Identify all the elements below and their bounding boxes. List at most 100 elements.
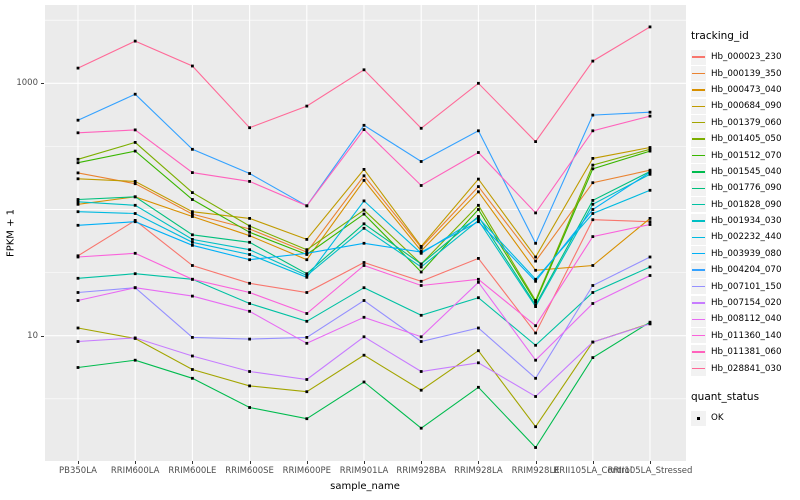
data-point: [76, 255, 80, 259]
data-point: [133, 128, 137, 132]
data-point: [591, 340, 595, 344]
data-point: [248, 302, 251, 305]
data-point: [419, 250, 423, 254]
data-point: [534, 376, 537, 380]
data-point: [362, 286, 366, 290]
y-tick-label: 10: [27, 330, 38, 341]
legend-key-swatch: [691, 311, 706, 327]
legend-key-swatch: [691, 164, 706, 180]
data-point: [648, 25, 652, 29]
data-point: [591, 284, 595, 287]
data-point: [419, 245, 423, 248]
legend-key-swatch: [691, 328, 706, 344]
data-point: [76, 200, 80, 204]
data-point: [477, 326, 480, 330]
data-point: [248, 309, 251, 313]
data-point: [534, 299, 537, 302]
data-point: [248, 180, 251, 183]
legend-key-swatch: [691, 361, 706, 377]
legend-item-Hb_000684_090: Hb_000684_090: [691, 98, 799, 114]
x-tick-mark: [535, 461, 537, 464]
data-point: [76, 223, 80, 227]
data-point: [248, 370, 251, 373]
legend-item-Hb_001545_040: Hb_001545_040: [691, 164, 799, 180]
data-point: [534, 303, 537, 307]
data-point: [362, 212, 366, 216]
legend-key-line: [692, 89, 705, 91]
data-point: [477, 277, 480, 281]
legend-key-swatch: [691, 279, 706, 295]
legend-key-swatch: [691, 180, 706, 196]
x-tick-label: RRIM928LA: [454, 466, 503, 476]
data-point: [534, 241, 537, 245]
legend-item-Hb_000023_230: Hb_000023_230: [691, 49, 799, 65]
y-tick-mark: [41, 83, 44, 85]
legend-key-line: [692, 285, 705, 288]
data-point: [191, 277, 194, 281]
data-point: [648, 110, 652, 114]
data-point: [591, 208, 595, 211]
data-point: [133, 39, 137, 43]
data-point: [648, 217, 652, 220]
data-point: [648, 172, 652, 176]
x-tick-label: RRIM600LE: [168, 466, 217, 476]
legend-key-swatch: [691, 246, 706, 262]
data-point: [591, 157, 595, 160]
data-point: [648, 114, 652, 118]
data-point: [248, 230, 251, 234]
legend-item-label: Hb_001405_050: [711, 134, 782, 145]
x-tick-mark: [306, 461, 308, 464]
data-point: [76, 366, 80, 369]
x-tick-label: RRIM600LA: [110, 466, 160, 476]
data-point: [76, 161, 80, 165]
data-point: [419, 270, 423, 274]
data-point: [591, 113, 595, 117]
data-point: [591, 167, 595, 171]
x-tick-label: RRIM928LE: [511, 466, 560, 476]
data-point: [419, 335, 423, 339]
data-point: [248, 240, 251, 244]
data-point: [648, 255, 652, 259]
data-point: [362, 174, 366, 178]
data-point: [191, 198, 194, 201]
data-point: [648, 170, 652, 174]
data-point: [305, 104, 309, 108]
x-tick-label: PB350LA: [59, 466, 97, 476]
data-point: [362, 261, 366, 264]
data-point: [248, 217, 251, 220]
legend-item-label: Hb_000684_090: [711, 101, 782, 112]
legend-item-Hb_004204_070: Hb_004204_070: [691, 262, 799, 278]
data-point: [591, 291, 595, 294]
legend-key-swatch: [691, 131, 706, 147]
legend-item-Hb_001379_060: Hb_001379_060: [691, 115, 799, 131]
data-point: [305, 275, 309, 279]
data-point: [76, 326, 80, 330]
data-point: [191, 238, 194, 241]
data-point: [362, 315, 366, 319]
data-point: [534, 279, 537, 283]
legend-item-label: Hb_011360_140: [711, 330, 782, 341]
data-point: [191, 171, 194, 174]
legend-item-label: Hb_028841_030: [711, 363, 782, 374]
data-point: [133, 195, 137, 199]
legend-item-label: Hb_001934_030: [711, 216, 782, 227]
data-point: [191, 243, 194, 247]
data-point: [477, 190, 480, 194]
data-point: [133, 251, 137, 255]
data-point: [534, 140, 537, 143]
data-point: [248, 227, 251, 231]
legend-key-swatch: [691, 344, 706, 360]
data-point: [76, 157, 80, 161]
legend-item-Hb_001828_090: Hb_001828_090: [691, 197, 799, 213]
x-tick-label: RRIM600PE: [282, 466, 331, 476]
legend-key-swatch: [691, 148, 706, 164]
data-point: [534, 395, 537, 398]
legend-key-swatch: [691, 115, 706, 131]
legend-item-Hb_007101_150: Hb_007101_150: [691, 278, 799, 295]
data-point: [248, 253, 251, 256]
data-point: [591, 129, 595, 133]
data-point: [133, 92, 137, 96]
legend-key-line: [692, 138, 705, 140]
legend-item-Hb_002232_440: Hb_002232_440: [691, 229, 799, 245]
legend-item-label: Hb_000473_040: [711, 84, 782, 95]
